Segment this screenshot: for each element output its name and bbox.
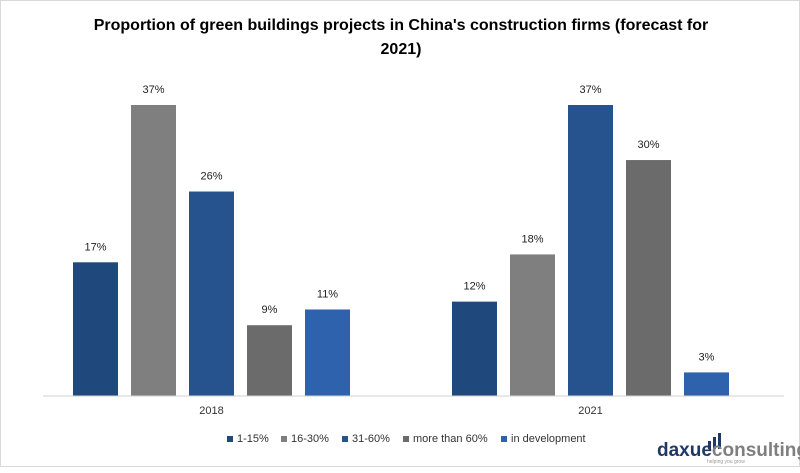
bar-2021-more-than-60 — [626, 160, 671, 396]
data-label-2018-31-60: 26% — [200, 171, 222, 183]
data-label-2018-more-than-60: 9% — [262, 304, 278, 316]
logo-bar-2 — [713, 437, 716, 449]
bars-layer — [73, 105, 729, 396]
logo-bar-3 — [718, 433, 721, 449]
legend-label-more-than-60: more than 60% — [413, 433, 488, 445]
legend-label-16-30: 16-30% — [291, 433, 329, 445]
logo-wordmark-light: consulting — [712, 440, 800, 461]
bar-2018-more-than-60 — [247, 325, 292, 396]
data-label-2021-in-development: 3% — [699, 351, 715, 363]
logo-wordmark-dark: daxue — [657, 440, 712, 461]
logo-wordmark: daxueconsulting — [657, 440, 800, 461]
legend-swatch-in-development — [501, 436, 507, 442]
data-label-2021-1-15: 12% — [463, 281, 485, 293]
bar-2021-16-30 — [510, 254, 555, 396]
data-label-2021-more-than-60: 30% — [637, 139, 659, 151]
legend-swatch-1-15 — [227, 436, 233, 442]
legend-label-1-15: 1-15% — [237, 433, 269, 445]
bar-2021-in-development — [684, 372, 729, 396]
legend-label-in-development: in development — [511, 433, 586, 445]
logo-tagline: helping you grow — [707, 459, 745, 465]
x-tick-label-2021: 2021 — [578, 405, 602, 417]
x-tick-label-2018: 2018 — [199, 405, 223, 417]
chart-title-line-2: 2021) — [381, 41, 422, 58]
legend: 1-15% 16-30% 31-60% more than 60% in develop… — [227, 433, 586, 445]
x-axis-ticks: 2018 2021 — [199, 405, 602, 417]
bar-2021-31-60 — [568, 105, 613, 396]
legend-label-31-60: 31-60% — [352, 433, 390, 445]
bar-2018-in-development — [305, 309, 350, 396]
data-label-2018-in-development: 11% — [317, 288, 338, 300]
data-label-2021-16-30: 18% — [521, 233, 543, 245]
legend-swatch-31-60 — [342, 436, 348, 442]
bar-2018-1-15 — [73, 262, 118, 396]
data-label-2018-1-15: 17% — [84, 241, 106, 253]
data-label-2021-31-60: 37% — [579, 84, 601, 96]
data-label-2018-16-30: 37% — [142, 84, 164, 96]
data-labels-layer: 17% 37% 26% 9% 11% 12% 18% 37% 30% 3% — [84, 84, 714, 363]
bar-2021-1-15 — [452, 301, 497, 396]
legend-swatch-more-than-60 — [403, 436, 409, 442]
bar-2018-31-60 — [189, 191, 234, 396]
daxue-consulting-logo: daxueconsulting helping you grow — [657, 433, 800, 465]
legend-swatch-16-30 — [281, 436, 287, 442]
bar-2018-16-30 — [131, 105, 176, 396]
chart-title-line-1: Proportion of green buildings projects i… — [94, 17, 709, 34]
logo-bar-1 — [708, 441, 711, 449]
